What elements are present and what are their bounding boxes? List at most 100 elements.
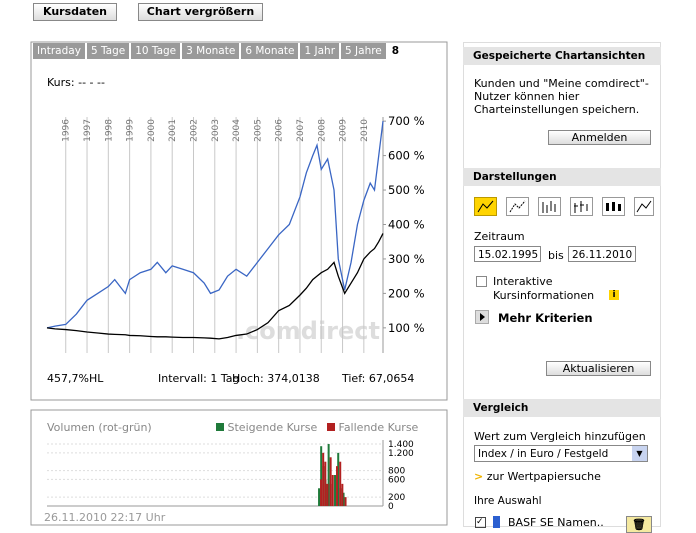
more-toggle[interactable] — [475, 310, 489, 324]
bar — [322, 452, 325, 506]
bar — [326, 483, 329, 506]
y-tick-label: 600 — [388, 475, 405, 485]
stat: 457,7%HL — [47, 372, 104, 385]
bar — [342, 492, 345, 506]
legend-label: Steigende Kurse — [227, 421, 318, 434]
x-tick-label: 2008 — [317, 119, 327, 142]
tab[interactable]: 6 Monate — [241, 43, 299, 59]
saved-text: Kunden und "Meine comdirect"-Nutzer könn… — [474, 77, 649, 116]
bis-label: bis — [548, 249, 564, 262]
bar — [341, 483, 344, 506]
bar — [324, 461, 327, 506]
y-tick-label: 600 % — [388, 149, 425, 163]
tab[interactable]: 5 Tage — [86, 43, 130, 59]
zeitraum-label: Zeitraum — [474, 230, 525, 243]
x-tick-label: 2005 — [253, 119, 263, 142]
tab[interactable]: Intraday — [33, 43, 85, 59]
search-link[interactable]: > zur Wertpapiersuche — [474, 470, 601, 483]
line-series — [46, 233, 384, 340]
to-input[interactable]: 26.11.2010 — [568, 246, 636, 262]
x-tick-label: 2000 — [147, 119, 157, 142]
watermark: .comdirect — [236, 317, 380, 345]
tab[interactable]: 5 Jahre — [341, 43, 386, 59]
y-tick-label: 200 % — [388, 286, 425, 300]
legend-label: Fallende Kurse — [338, 421, 419, 434]
more-label[interactable]: Mehr Kriterien — [498, 311, 593, 325]
bar — [320, 479, 323, 506]
icon-ohlc[interactable] — [538, 197, 561, 216]
update-button[interactable]: Aktualisieren — [546, 361, 651, 376]
bar — [320, 446, 323, 506]
bar — [318, 488, 321, 506]
y-tick-label: 500 % — [388, 183, 425, 197]
sidebar — [463, 42, 661, 527]
item-label: BASF SE Namen.. — [508, 516, 604, 529]
section-header: Vergleich — [463, 399, 661, 417]
kurs-label: Kurs: -- - -- — [47, 76, 105, 89]
y-tick-label: 400 % — [388, 217, 425, 231]
bar — [336, 466, 339, 506]
bar — [327, 443, 330, 506]
x-tick-label: 1999 — [126, 119, 136, 142]
bar — [344, 497, 347, 506]
item-color — [493, 516, 500, 528]
volume-title: Volumen (rot-grün) — [47, 421, 152, 434]
tab[interactable]: 8 — [387, 43, 404, 59]
selection-label: Ihre Auswahl — [474, 495, 542, 507]
x-tick-label: 2001 — [168, 119, 178, 142]
login-button[interactable]: Anmelden — [548, 130, 651, 145]
chart-type-icons — [474, 197, 654, 216]
legend-item: Steigende Kurse — [216, 421, 317, 434]
compare-label: Wert zum Vergleich hinzufügen — [474, 430, 646, 443]
bar — [337, 452, 340, 506]
x-tick-label: 1996 — [62, 119, 72, 142]
legend-item: Fallende Kurse — [327, 421, 418, 434]
x-tick-label: 2009 — [339, 119, 349, 142]
timestamp: 26.11.2010 22:17 Uhr — [44, 511, 166, 524]
select-text: Index / in Euro / Festgeld — [478, 448, 609, 460]
stat: Tief: 67,0654 — [342, 372, 415, 385]
bar — [334, 474, 337, 506]
y-tick-label: 0 — [388, 502, 394, 512]
x-tick-label: 2004 — [232, 119, 242, 142]
x-tick-label: 2003 — [211, 119, 221, 142]
line-series — [46, 121, 384, 329]
volume-box — [30, 409, 448, 526]
section-header: Darstellungen — [463, 168, 661, 186]
tab[interactable]: 10 Tage — [131, 43, 181, 59]
y-tick-label: 1.200 — [388, 449, 414, 459]
from-input[interactable]: 15.02.1995 — [474, 246, 541, 262]
enlarge-button[interactable]: Chart vergrößern — [138, 3, 263, 21]
y-tick-label: 700 % — [388, 114, 425, 128]
tabs: Intraday 5 Tage 10 Tage 3 Monate 6 Monate 1 J… — [33, 43, 404, 59]
bar — [331, 474, 334, 506]
y-tick-label: 100 % — [388, 321, 425, 335]
x-tick-label: 2002 — [189, 119, 199, 142]
kursdaten-button[interactable]: Kursdaten — [33, 3, 117, 21]
x-tick-label: 1997 — [83, 119, 93, 142]
tab[interactable]: 1 Jahr — [300, 43, 340, 59]
compare-select[interactable]: Index / in Euro / Festgeld ▼ — [474, 445, 648, 462]
x-tick-label: 1998 — [104, 119, 114, 142]
stat: Intervall: 1 Tag — [158, 372, 240, 385]
info-icon[interactable]: i — [609, 290, 619, 300]
bar — [329, 457, 332, 506]
x-tick-label: 2007 — [296, 119, 306, 142]
stat: Hoch: 374,0138 — [232, 372, 320, 385]
y-tick-label: 300 % — [388, 252, 425, 266]
chart-box — [30, 41, 448, 401]
checkbox[interactable] — [476, 276, 487, 287]
x-tick-label: 2006 — [275, 119, 285, 142]
tab[interactable]: 3 Monate — [182, 43, 240, 59]
search-text[interactable]: zur Wertpapiersuche — [486, 470, 601, 483]
section-header: Gespeicherte Chartansichten — [463, 47, 661, 65]
interactive-label: Interaktive Kursinformationen — [493, 275, 595, 302]
y-tick-label: 200 — [388, 493, 405, 503]
y-tick-label: 1.400 — [388, 440, 414, 450]
y-tick-label: 800 — [388, 467, 405, 477]
x-tick-label: 2010 — [360, 119, 370, 142]
delete-button[interactable]: 🗑 — [626, 516, 652, 533]
item-checkbox[interactable]: ✓ — [475, 517, 486, 528]
